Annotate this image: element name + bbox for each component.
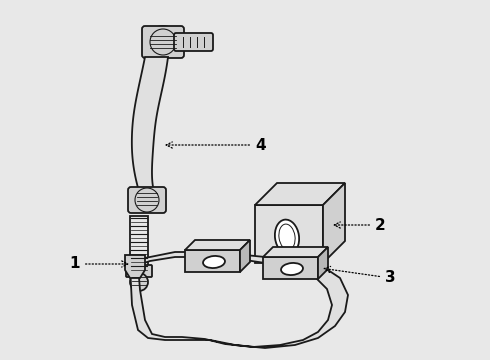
Ellipse shape	[281, 263, 303, 275]
Polygon shape	[255, 183, 345, 205]
Polygon shape	[130, 252, 348, 348]
Circle shape	[147, 26, 179, 58]
Text: 1: 1	[70, 256, 128, 271]
Polygon shape	[132, 57, 168, 195]
Polygon shape	[318, 247, 328, 279]
Text: 4: 4	[166, 138, 266, 153]
Ellipse shape	[279, 224, 295, 250]
FancyBboxPatch shape	[126, 265, 152, 277]
Polygon shape	[185, 250, 240, 272]
Circle shape	[130, 273, 148, 291]
Ellipse shape	[203, 256, 225, 268]
Polygon shape	[263, 257, 318, 279]
Text: 2: 2	[334, 217, 386, 233]
Circle shape	[153, 32, 173, 52]
Polygon shape	[255, 205, 323, 263]
Text: 3: 3	[324, 266, 395, 285]
Polygon shape	[263, 247, 328, 257]
FancyBboxPatch shape	[142, 26, 184, 58]
Polygon shape	[185, 240, 250, 250]
Polygon shape	[240, 240, 250, 272]
Circle shape	[135, 188, 159, 212]
Ellipse shape	[275, 220, 299, 255]
Polygon shape	[323, 183, 345, 263]
FancyBboxPatch shape	[128, 187, 166, 213]
Circle shape	[150, 29, 176, 55]
FancyBboxPatch shape	[174, 33, 213, 51]
Polygon shape	[125, 255, 145, 278]
